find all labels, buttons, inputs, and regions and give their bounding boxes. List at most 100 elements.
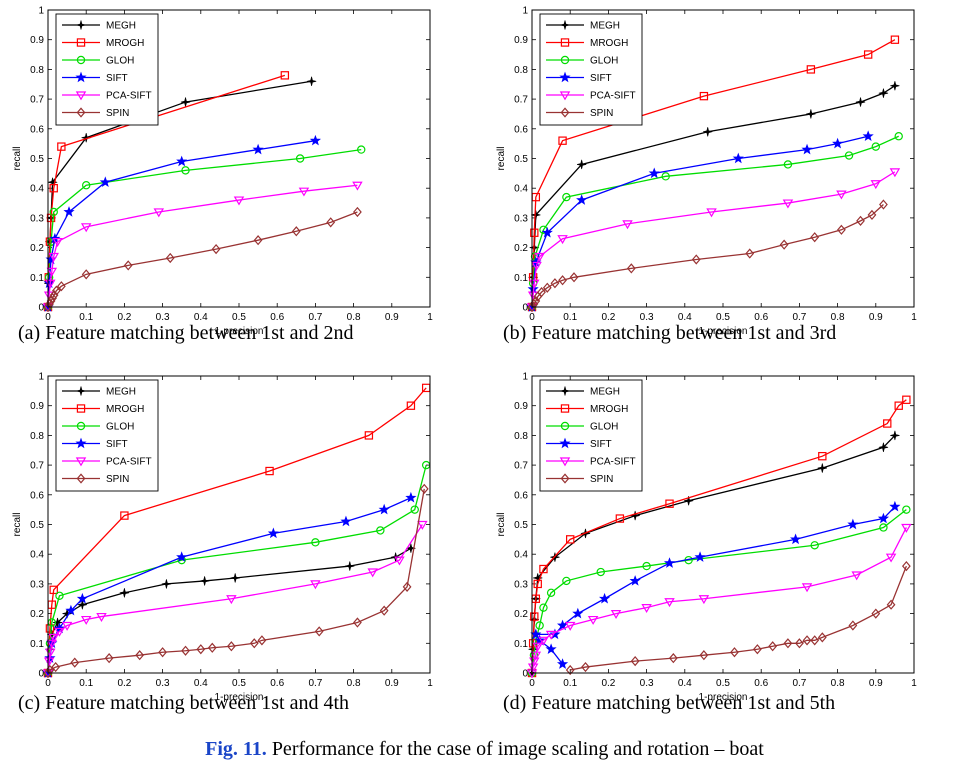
data-point xyxy=(56,281,66,292)
data-point xyxy=(233,196,245,206)
x-tick-label: 0.2 xyxy=(601,312,615,323)
series-spin xyxy=(527,199,888,313)
legend-label: GLOH xyxy=(590,56,618,67)
legend-marker xyxy=(76,55,86,65)
data-point xyxy=(901,560,911,572)
x-tick-label: 0.9 xyxy=(385,678,399,689)
data-point xyxy=(699,91,709,101)
x-tick-label: 0.2 xyxy=(601,678,615,689)
legend-label: SIFT xyxy=(106,439,128,450)
series-pca-sift xyxy=(526,168,901,313)
data-point xyxy=(894,401,903,410)
x-tick-label: 0.6 xyxy=(754,678,768,689)
x-tick-label: 0.3 xyxy=(156,678,170,689)
legend-label: SPIN xyxy=(106,108,129,119)
chart-panel-c: 0 0.1 0.2 0.3 0.4 0.5 0.6 0.7 0.8 0.9 1 0 0.1 0.2 0.3 0… xyxy=(0,370,484,704)
y-axis-label: recall xyxy=(496,513,507,537)
data-point xyxy=(699,650,709,661)
data-point xyxy=(683,496,694,506)
data-point xyxy=(96,612,107,622)
data-point xyxy=(802,635,812,646)
x-tick-label: 0.7 xyxy=(308,312,322,323)
data-point xyxy=(599,592,611,604)
data-point xyxy=(870,180,882,190)
data-point xyxy=(901,523,912,533)
x-tick-label: 0.3 xyxy=(156,312,170,323)
data-point xyxy=(295,154,305,163)
data-point xyxy=(783,638,793,649)
x-tick-label: 0 xyxy=(529,678,535,689)
data-point xyxy=(104,653,114,664)
data-point xyxy=(417,520,428,530)
y-tick-label: 0.9 xyxy=(30,35,44,46)
series-line xyxy=(531,171,896,308)
data-point xyxy=(340,515,352,527)
y-tick-label: 0.4 xyxy=(30,184,44,195)
legend-label: MEGH xyxy=(106,387,136,398)
data-point xyxy=(161,579,172,589)
legend-label: SPIN xyxy=(106,474,129,485)
x-tick-label: 0.8 xyxy=(347,312,361,323)
x-axis-label: 1-precision xyxy=(699,692,748,703)
data-point xyxy=(894,132,903,141)
legend-marker xyxy=(75,71,87,83)
legend-label: MEGH xyxy=(590,387,620,398)
x-tick-label: 0.4 xyxy=(678,312,692,323)
y-tick-label: 0.8 xyxy=(30,65,44,76)
legend-label: PCA-SIFT xyxy=(590,457,636,468)
x-tick-label: 0 xyxy=(45,312,51,323)
data-point xyxy=(529,650,539,660)
legend-box xyxy=(55,379,159,492)
data-point xyxy=(863,50,873,59)
data-point xyxy=(806,65,816,74)
data-point xyxy=(871,608,881,619)
data-point xyxy=(562,192,571,202)
data-point xyxy=(545,630,557,640)
chart-panel-d: 0 0.1 0.2 0.3 0.4 0.5 0.6 0.7 0.8 0.9 1 0 0.1 0.2 0.3 0… xyxy=(484,370,968,704)
figure-number: Fig. 11. xyxy=(205,738,267,760)
data-point xyxy=(120,511,129,520)
y-tick-label: 0 xyxy=(38,303,44,314)
data-point xyxy=(77,600,88,610)
x-tick-label: 0.8 xyxy=(347,678,361,689)
x-tick-label: 0.6 xyxy=(270,312,284,323)
data-point xyxy=(81,269,91,280)
data-point xyxy=(45,298,54,310)
data-point xyxy=(52,238,63,248)
data-point xyxy=(883,419,892,428)
data-point xyxy=(862,130,874,141)
data-point xyxy=(732,152,744,164)
legend-marker xyxy=(76,473,86,484)
x-tick-label: 0.5 xyxy=(716,312,730,323)
data-point xyxy=(745,248,755,259)
y-tick-label: 0.3 xyxy=(30,579,44,590)
x-tick-label: 0.4 xyxy=(194,312,208,323)
figure-caption: Fig. 11. Performance for the case of ima… xyxy=(0,738,969,761)
data-point xyxy=(280,71,290,80)
figure-caption-text: Performance for the case of image scalin… xyxy=(266,738,764,760)
data-point xyxy=(564,621,576,631)
plot-frame xyxy=(531,9,915,308)
data-point xyxy=(534,252,545,262)
legend-marker xyxy=(560,38,570,47)
x-tick-label: 0.9 xyxy=(869,312,883,323)
data-point xyxy=(43,667,53,679)
series-spin xyxy=(43,206,362,313)
data-point xyxy=(546,588,556,598)
data-point xyxy=(46,639,58,649)
series-line xyxy=(47,387,427,674)
y-tick-label: 0.5 xyxy=(30,520,44,531)
data-point xyxy=(135,650,145,661)
legend-marker xyxy=(559,457,571,467)
y-tick-label: 0.9 xyxy=(514,35,528,46)
legend-label: MROGH xyxy=(590,404,628,415)
data-point xyxy=(181,645,190,656)
data-point xyxy=(49,289,59,301)
x-axis-label: 1-precision xyxy=(699,326,748,337)
data-point xyxy=(537,287,546,298)
legend-label: SIFT xyxy=(590,73,612,84)
legend-marker xyxy=(76,20,86,30)
data-point xyxy=(364,431,374,440)
chart-panel-b: 0 0.1 0.2 0.3 0.4 0.5 0.6 0.7 0.8 0.9 1 0 0.1 0.2 0.3 0… xyxy=(484,4,968,338)
y-tick-label: 0.3 xyxy=(30,213,44,224)
